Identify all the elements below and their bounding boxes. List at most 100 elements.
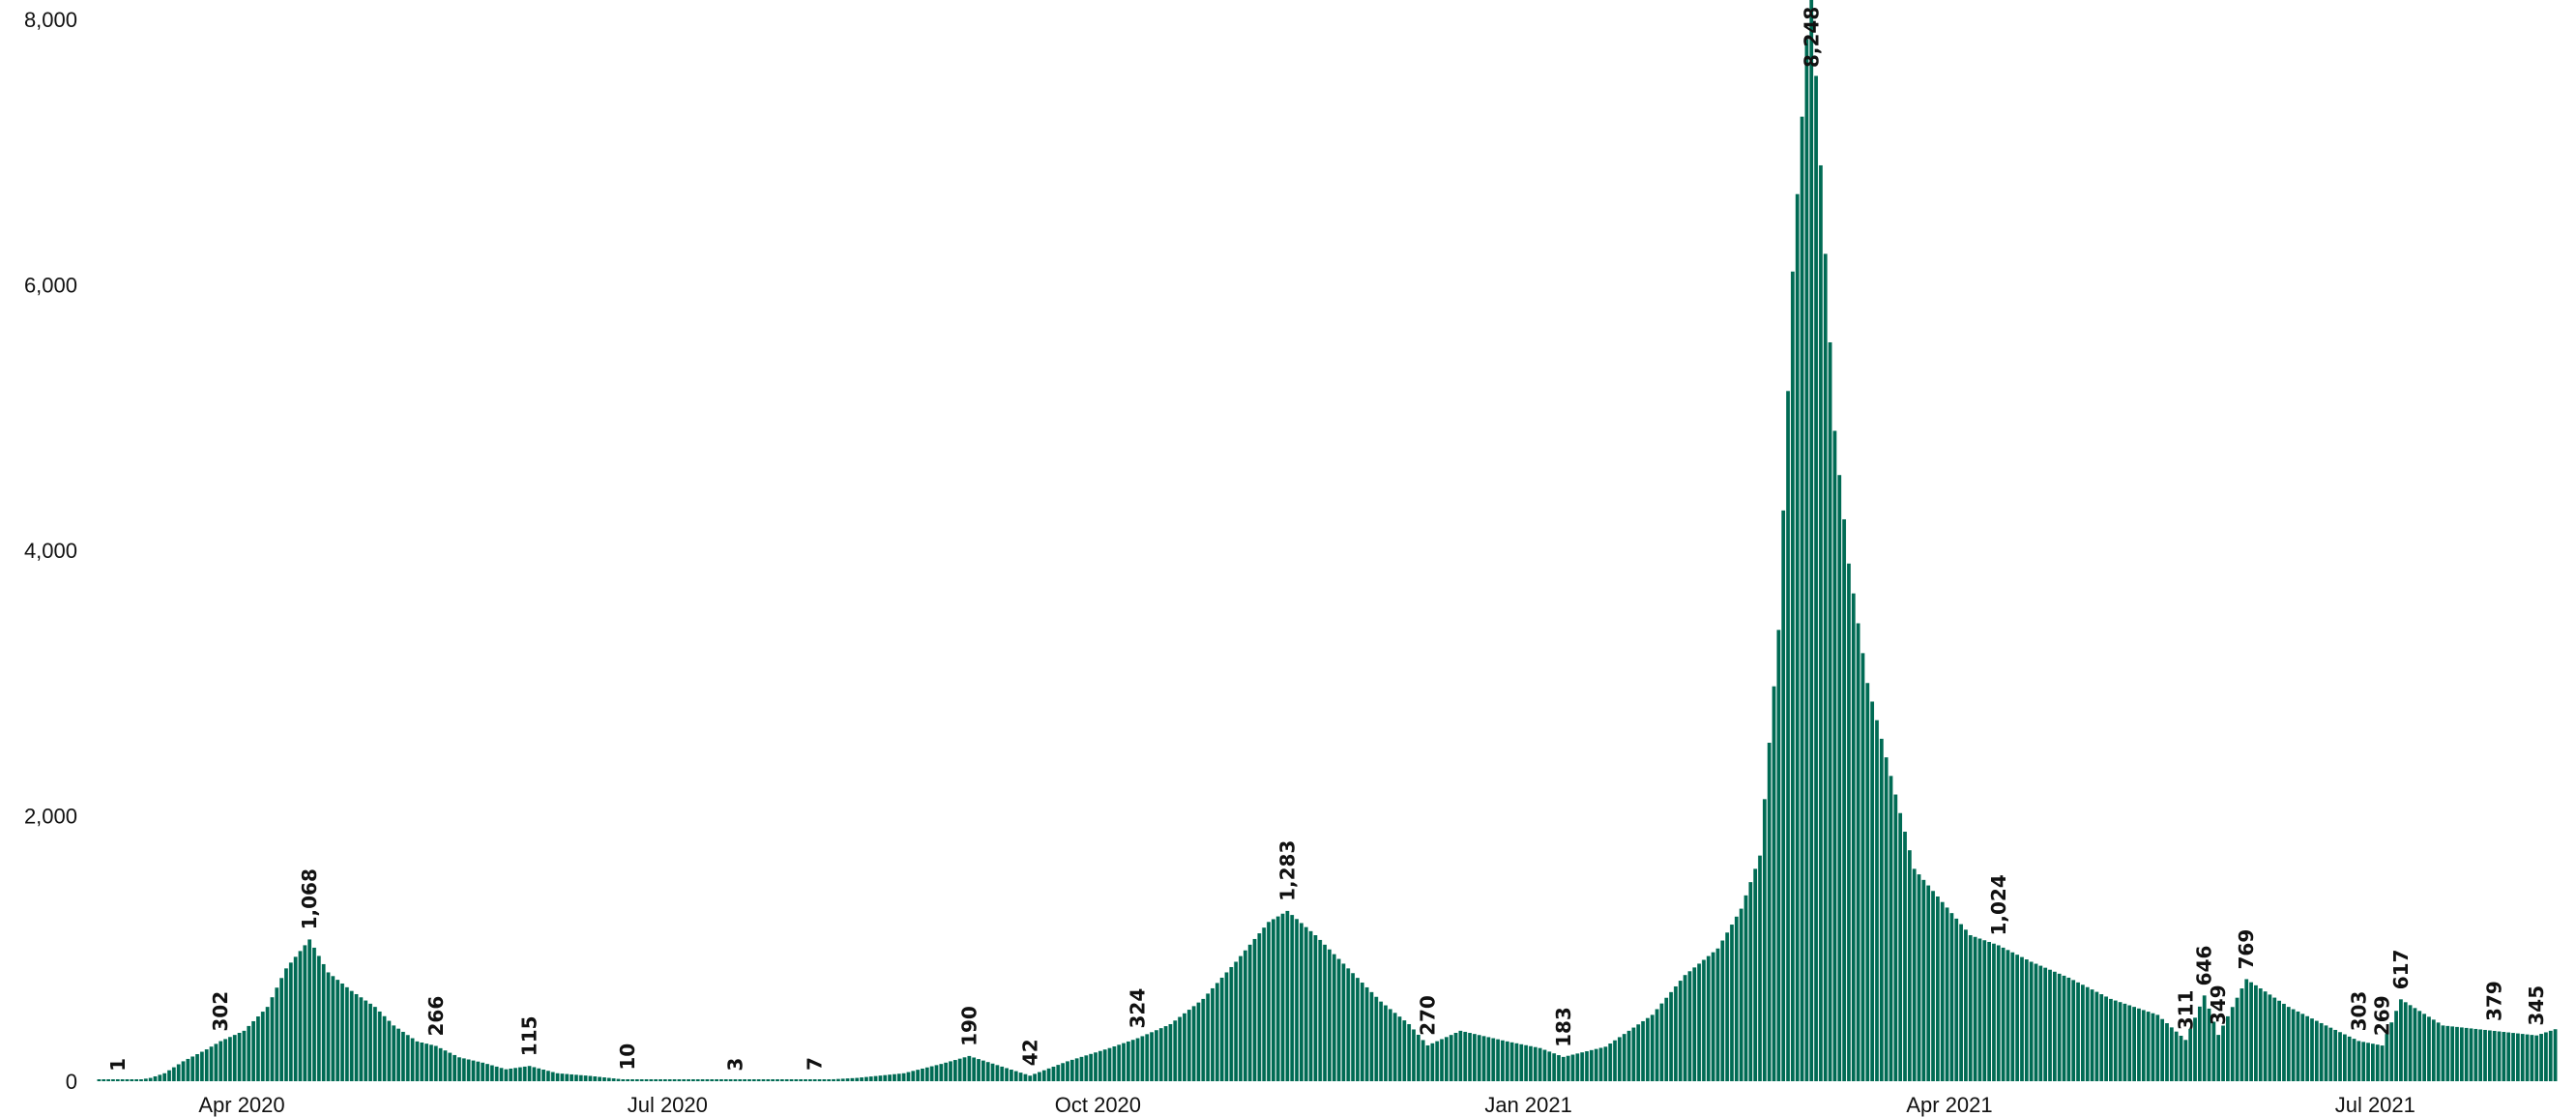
bar: [2099, 994, 2104, 1081]
bar-value-label: 266: [424, 996, 448, 1037]
bar: [1734, 916, 1739, 1081]
bar: [1332, 954, 1336, 1081]
bar-value-label: 10: [616, 1044, 639, 1071]
bar: [799, 1079, 804, 1081]
bar: [2057, 973, 2062, 1081]
bar: [1819, 164, 1823, 1082]
x-tick-label: Oct 2020: [1055, 1093, 1141, 1117]
bar: [1875, 720, 1879, 1081]
bar: [807, 1079, 812, 1081]
bar: [1781, 510, 1786, 1081]
bar: [1061, 1063, 1066, 1081]
bar-value-label: 183: [1552, 1007, 1575, 1047]
y-tick-label: 8,000: [24, 8, 77, 32]
bar: [1341, 963, 1346, 1081]
bar: [1977, 938, 1982, 1081]
bar: [2258, 988, 2263, 1081]
x-tick-label: Apr 2020: [198, 1093, 284, 1117]
bar: [2165, 1023, 2169, 1081]
bar: [2300, 1014, 2305, 1081]
bar: [401, 1031, 405, 1081]
bar-value-label: 379: [2483, 981, 2506, 1021]
bar: [630, 1079, 634, 1081]
bar: [1392, 1013, 1397, 1081]
bar: [710, 1079, 715, 1081]
bar: [1954, 918, 1959, 1081]
bar: [616, 1078, 621, 1081]
bar: [260, 1012, 265, 1081]
bar: [2188, 1028, 2193, 1081]
bar: [2296, 1011, 2300, 1081]
bar: [2534, 1035, 2539, 1081]
bar: [1692, 967, 1697, 1081]
bar: [1369, 991, 1374, 1081]
bar: [2132, 1007, 2137, 1081]
bar: [1280, 913, 1285, 1081]
bar: [1435, 1041, 1440, 1081]
bar: [485, 1064, 489, 1081]
bar: [1758, 855, 1762, 1081]
bar: [1804, 39, 1809, 1082]
bar: [1388, 1009, 1392, 1081]
bar: [424, 1044, 428, 1081]
bar: [883, 1074, 888, 1081]
bar: [1084, 1055, 1089, 1081]
bar: [1763, 799, 1767, 1081]
bar: [312, 947, 316, 1081]
bar: [1566, 1055, 1570, 1081]
bar: [265, 1007, 270, 1081]
bar: [2347, 1036, 2352, 1081]
bar: [2052, 971, 2057, 1081]
bar: [1135, 1038, 1140, 1081]
bar: [2202, 995, 2207, 1081]
bar: [2333, 1029, 2338, 1081]
bar: [2497, 1031, 2502, 1081]
bar: [864, 1076, 868, 1081]
bar: [985, 1062, 990, 1081]
bar: [1842, 518, 1847, 1081]
bar: [242, 1030, 247, 1081]
bar: [1940, 901, 1945, 1081]
bar: [570, 1073, 573, 1081]
bar: [2216, 1035, 2221, 1081]
bar: [199, 1051, 204, 1081]
bar: [209, 1046, 214, 1081]
bar: [1767, 743, 1771, 1081]
bar: [466, 1059, 471, 1081]
bar-series: [97, 0, 2558, 1082]
bar: [1234, 961, 1239, 1081]
bar: [1005, 1068, 1009, 1081]
bar: [1674, 985, 1678, 1081]
bar: [1094, 1052, 1098, 1081]
bar: [2263, 991, 2268, 1081]
bar: [2483, 1029, 2487, 1081]
bar: [1201, 998, 1206, 1081]
bar: [513, 1068, 517, 1081]
bar: [176, 1064, 181, 1081]
bar-value-label: 1,283: [1275, 840, 1299, 901]
bar: [2076, 982, 2080, 1081]
bar: [667, 1079, 672, 1081]
bar: [167, 1070, 171, 1081]
bar: [2441, 1025, 2445, 1081]
x-tick-label: Apr 2021: [1906, 1093, 1992, 1117]
bar: [598, 1076, 602, 1081]
bar: [247, 1025, 251, 1081]
bar: [1374, 996, 1379, 1081]
bar: [1402, 1020, 1407, 1081]
bar: [1308, 930, 1313, 1081]
x-tick-label: Jul 2021: [2335, 1093, 2415, 1117]
bar: [893, 1073, 896, 1081]
bar-value-label: 311: [2174, 990, 2197, 1031]
bar: [1529, 1045, 1533, 1081]
bar: [868, 1076, 873, 1081]
bar: [2464, 1027, 2469, 1081]
bar: [1229, 966, 1234, 1081]
bar: [1158, 1028, 1163, 1081]
bar: [190, 1056, 195, 1081]
bar: [2085, 986, 2090, 1081]
bar: [2417, 1011, 2422, 1081]
bar: [1739, 908, 1743, 1081]
bar: [1683, 975, 1687, 1081]
bar: [546, 1071, 550, 1081]
